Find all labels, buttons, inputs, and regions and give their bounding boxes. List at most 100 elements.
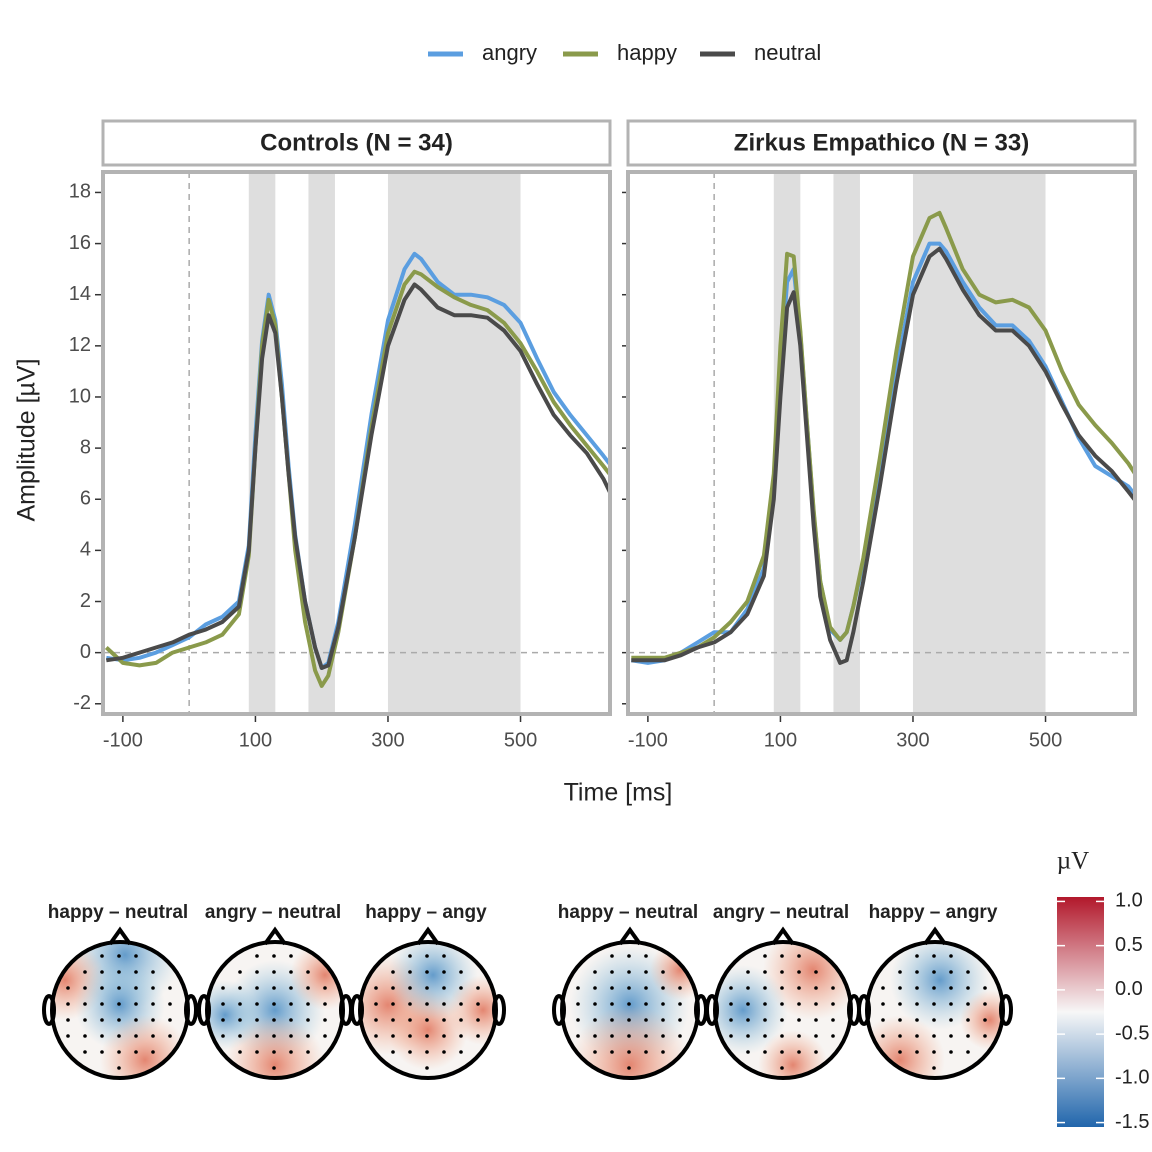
electrode [644, 1002, 648, 1006]
electrode [915, 954, 919, 958]
electrode [391, 1018, 395, 1022]
head-outline [865, 940, 1005, 1080]
electrode [627, 986, 631, 990]
electrode [459, 1018, 463, 1022]
electrode [323, 1018, 327, 1022]
electrode [476, 1034, 480, 1038]
electrode [627, 1034, 631, 1038]
electrode [374, 1002, 378, 1006]
topomap [715, 942, 851, 1078]
electrode [593, 970, 597, 974]
electrode [408, 986, 412, 990]
electrode [746, 1018, 750, 1022]
electrode [151, 1018, 155, 1022]
electrode [814, 970, 818, 974]
electrode [391, 970, 395, 974]
head-outline [358, 940, 498, 1080]
plot-area [103, 172, 610, 714]
electrode [644, 1018, 648, 1022]
electrode [881, 1002, 885, 1006]
colorbar-tick-label: -1.5 [1115, 1111, 1149, 1133]
electrode [814, 986, 818, 990]
electrode [442, 1050, 446, 1054]
legend-label: neutral [754, 40, 821, 65]
facet-title: Zirkus Empathico (N = 33) [734, 129, 1029, 156]
electrode [729, 986, 733, 990]
electrode [289, 1002, 293, 1006]
electrode [425, 1050, 429, 1054]
electrode [763, 970, 767, 974]
electrode [627, 1050, 631, 1054]
electrode [117, 1034, 121, 1038]
electrode [66, 1018, 70, 1022]
electrode [117, 954, 121, 958]
electrode [898, 970, 902, 974]
electrode [117, 970, 121, 974]
electrode [374, 986, 378, 990]
x-tick-label: 100 [239, 729, 272, 751]
potential-blob [960, 990, 1003, 1050]
erp-line [106, 251, 610, 670]
electrode [442, 970, 446, 974]
head-outline [205, 940, 345, 1080]
electrode [763, 1002, 767, 1006]
y-axis-title: Amplitude [µV] [13, 358, 41, 521]
electrode [746, 986, 750, 990]
topomap-title: happy – neutral [558, 902, 698, 923]
electrode [780, 1050, 784, 1054]
electrode [898, 1050, 902, 1054]
electrode [459, 1050, 463, 1054]
y-tick-label: -2 [73, 692, 91, 714]
electrode [661, 1050, 665, 1054]
electrode [255, 954, 259, 958]
electrode [272, 970, 276, 974]
shaded-interval [248, 172, 276, 714]
electrode [983, 1034, 987, 1038]
electrode [814, 1034, 818, 1038]
erp-line [631, 210, 1135, 660]
electrode [593, 1018, 597, 1022]
electrode [255, 986, 259, 990]
electrode [408, 1034, 412, 1038]
electrode [272, 1018, 276, 1022]
nose [923, 926, 947, 946]
electrode [151, 1050, 155, 1054]
x-tick-label: 300 [896, 729, 929, 751]
head-outline [560, 940, 700, 1080]
electrode [289, 1050, 293, 1054]
electrode [932, 954, 936, 958]
electrode [425, 1066, 429, 1070]
electrode [593, 1050, 597, 1054]
electrode [168, 986, 172, 990]
electrode [442, 1002, 446, 1006]
electrode [966, 1050, 970, 1054]
electrode [746, 1034, 750, 1038]
electrode [932, 970, 936, 974]
electrode [100, 1018, 104, 1022]
electrode [117, 1018, 121, 1022]
x-tick-label: -100 [103, 729, 143, 751]
colorbar-tick-label: -1.0 [1115, 1067, 1149, 1089]
electrode [678, 1002, 682, 1006]
electrode [763, 986, 767, 990]
electrode [83, 970, 87, 974]
nose [108, 926, 132, 946]
electrode [644, 1034, 648, 1038]
electrode [442, 1018, 446, 1022]
nose [771, 926, 795, 946]
electrode [661, 1034, 665, 1038]
x-axis-title: Time [ms] [564, 779, 673, 807]
electrode [83, 1050, 87, 1054]
head-outline [713, 940, 853, 1080]
electrode [763, 1018, 767, 1022]
electrode [168, 1034, 172, 1038]
erp-line [106, 282, 610, 670]
electrode [983, 986, 987, 990]
electrode [949, 1050, 953, 1054]
electrode [100, 1002, 104, 1006]
electrode [593, 1034, 597, 1038]
electrode [100, 1050, 104, 1054]
electrode [627, 970, 631, 974]
electrode [949, 954, 953, 958]
